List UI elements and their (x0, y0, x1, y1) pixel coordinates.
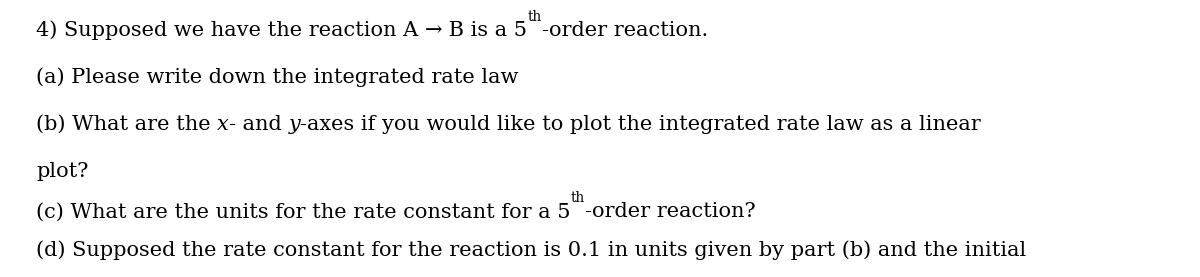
Text: →: → (425, 21, 443, 40)
Text: - and: - and (229, 115, 288, 134)
Text: (b) What are the: (b) What are the (36, 115, 217, 134)
Text: th: th (570, 191, 584, 205)
Text: x: x (217, 115, 229, 134)
Text: 4) Supposed we have the reaction A: 4) Supposed we have the reaction A (36, 20, 425, 40)
Text: plot?: plot? (36, 162, 89, 181)
Text: -order reaction.: -order reaction. (541, 21, 708, 40)
Text: (a) Please write down the integrated rate law: (a) Please write down the integrated rat… (36, 67, 518, 87)
Text: -order reaction?: -order reaction? (584, 202, 755, 221)
Text: (d) Supposed the rate constant for the reaction is 0.1 in units given by part (b: (d) Supposed the rate constant for the r… (36, 240, 1026, 260)
Text: th: th (527, 10, 541, 24)
Text: B is a 5: B is a 5 (443, 21, 527, 40)
Text: (c) What are the units for the rate constant for a 5: (c) What are the units for the rate cons… (36, 202, 570, 221)
Text: -axes if you would like to plot the integrated rate law as a linear: -axes if you would like to plot the inte… (300, 115, 980, 134)
Text: y: y (288, 115, 300, 134)
